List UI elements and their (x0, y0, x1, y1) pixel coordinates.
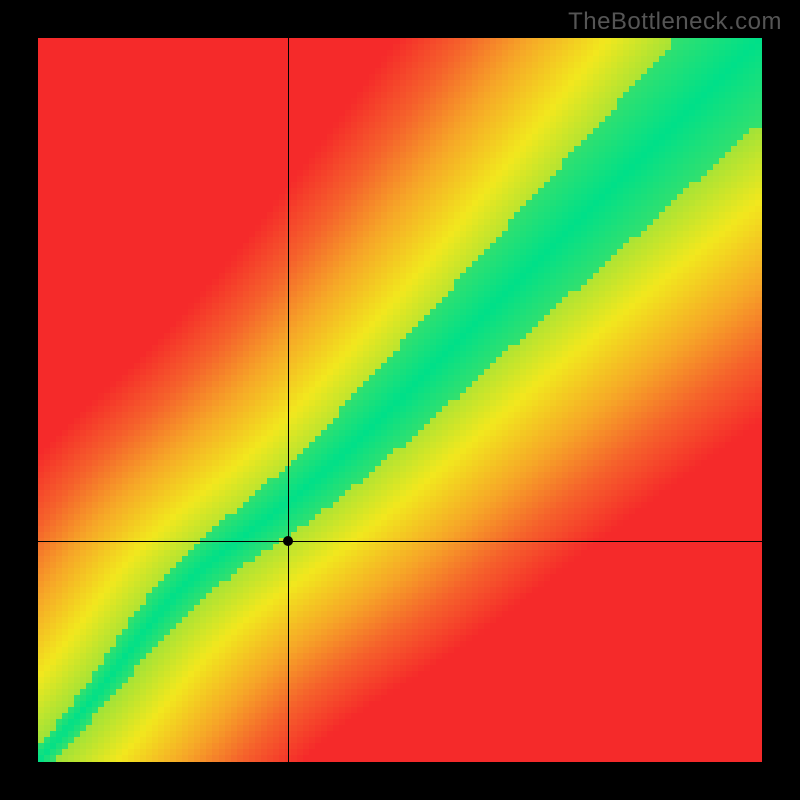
crosshair-vertical (288, 38, 289, 762)
heatmap-canvas (38, 38, 762, 762)
chart-container: TheBottleneck.com (0, 0, 800, 800)
watermark-text: TheBottleneck.com (568, 8, 782, 36)
data-point-marker (283, 536, 293, 546)
plot-area (38, 38, 762, 762)
crosshair-horizontal (38, 541, 762, 542)
